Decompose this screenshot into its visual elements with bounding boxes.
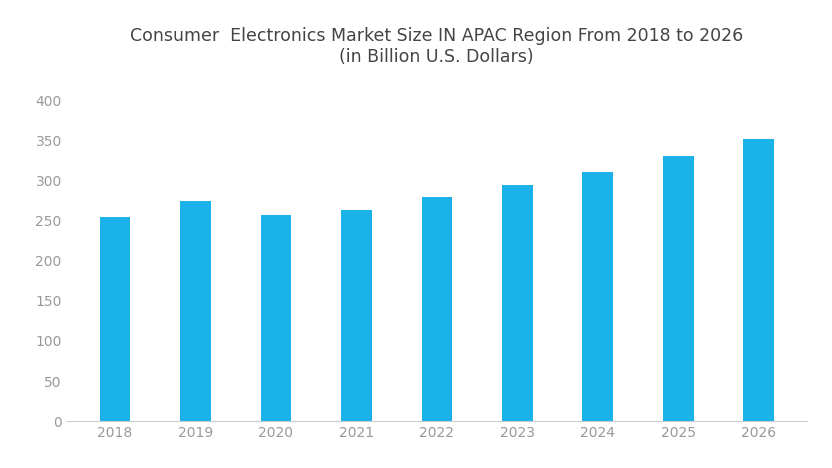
Bar	[502, 184, 532, 421]
Bar	[260, 215, 291, 421]
Bar	[582, 173, 613, 421]
Bar	[744, 139, 774, 421]
Title: Consumer  Electronics Market Size IN APAC Region From 2018 to 2026
(in Billion U: Consumer Electronics Market Size IN APAC…	[130, 27, 744, 66]
Bar	[663, 156, 694, 421]
Bar	[422, 197, 452, 421]
Bar	[180, 201, 210, 421]
Bar	[100, 217, 130, 421]
Bar	[341, 210, 372, 421]
